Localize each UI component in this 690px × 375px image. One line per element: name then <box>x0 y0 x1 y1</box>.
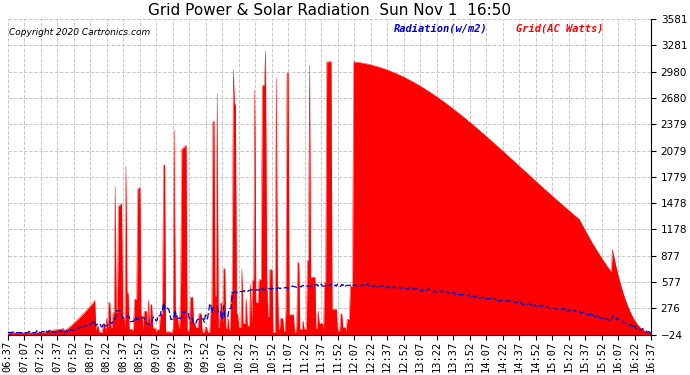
Text: Copyright 2020 Cartronics.com: Copyright 2020 Cartronics.com <box>9 28 150 38</box>
Title: Grid Power & Solar Radiation  Sun Nov 1  16:50: Grid Power & Solar Radiation Sun Nov 1 1… <box>148 3 511 18</box>
Text: Grid(AC Watts): Grid(AC Watts) <box>516 24 604 34</box>
Text: Radiation(w/m2): Radiation(w/m2) <box>394 24 487 34</box>
